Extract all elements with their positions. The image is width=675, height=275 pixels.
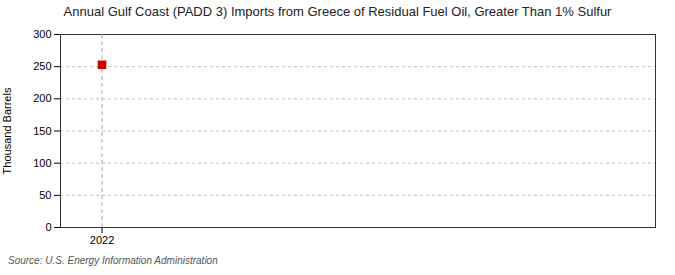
html-text:Annual Gulf Coast (PADD 3) Imp: Annual Gulf Coast (PADD 3) Imports from … [63,4,612,19]
svg-text:100: 100 [33,157,51,169]
svg-text:2022: 2022 [90,234,114,246]
svg-text:Thousand Barrels: Thousand Barrels [1,87,13,174]
svg-text:0: 0 [45,221,51,233]
svg-text:300: 300 [33,28,51,40]
svg-text:200: 200 [33,92,51,104]
svg-text:150: 150 [33,125,51,137]
svg-text:50: 50 [39,189,51,201]
svg-text:250: 250 [33,60,51,72]
html-text:Source: U.S. Energy Informatio: Source: U.S. Energy Information Administ… [8,255,218,266]
